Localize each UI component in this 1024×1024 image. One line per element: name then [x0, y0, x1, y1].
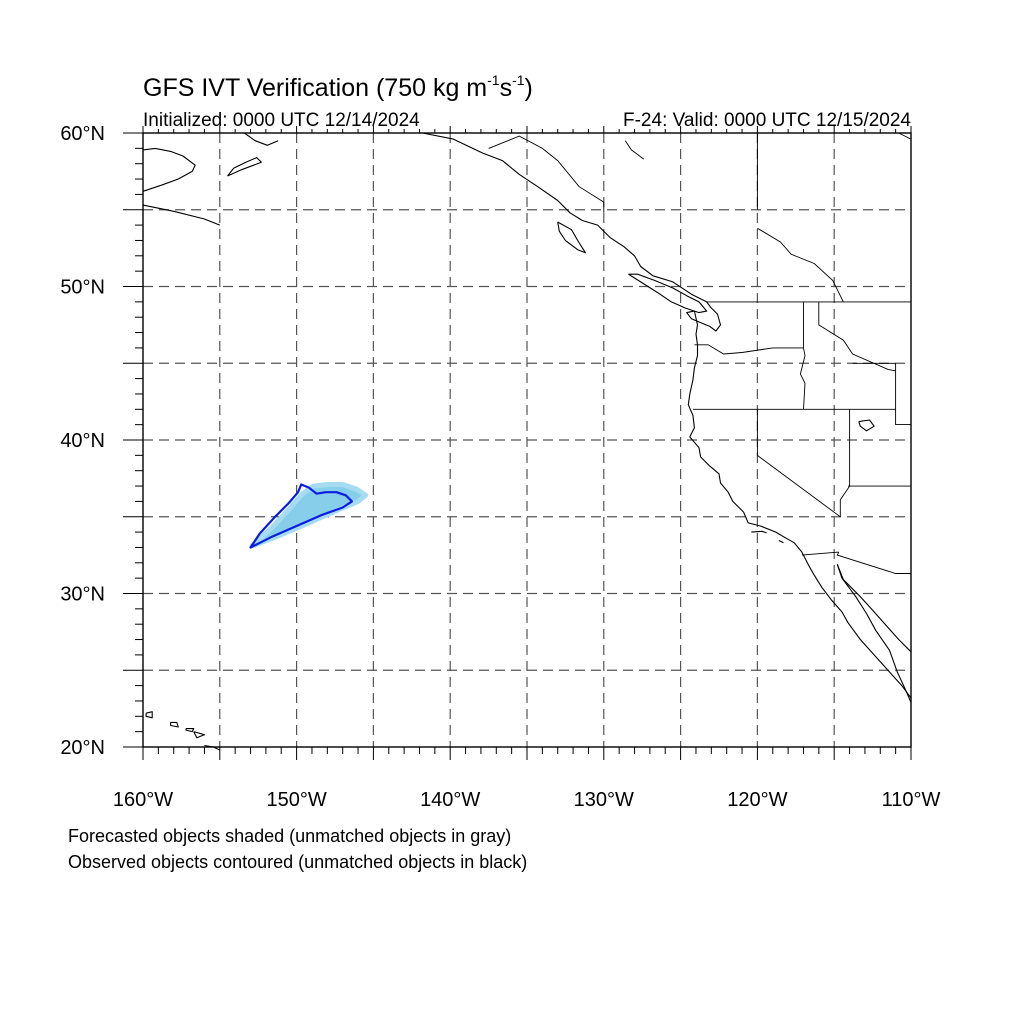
coastlines-and-borders [142, 132, 912, 751]
forecast-objects [249, 482, 369, 549]
lat-label: 60°N [60, 123, 105, 145]
observed-objects [249, 483, 353, 549]
lon-label: 150°W [266, 789, 326, 811]
political-border [799, 301, 806, 410]
valid-time: F-24: Valid: 0000 UTC 12/15/2024 [623, 110, 911, 131]
coastline [204, 744, 221, 751]
lat-label: 20°N [60, 737, 105, 759]
coastline [836, 564, 912, 703]
map-frame [123, 126, 912, 760]
coastline [145, 711, 153, 719]
political-border [839, 409, 851, 517]
inland-boundary [757, 227, 844, 303]
legend-note-observed: Observed objects contoured (unmatched ob… [68, 852, 528, 872]
coastline [557, 221, 586, 254]
figure-title: GFS IVT Verification (750 kg m-1s-1) [143, 72, 533, 103]
inland-boundary [898, 132, 912, 140]
lon-label: 130°W [574, 789, 634, 811]
lat-label: 50°N [60, 277, 105, 299]
title-exponent-2: -1 [512, 72, 525, 88]
lon-label: 160°W [113, 789, 173, 811]
coastline [778, 540, 784, 544]
lat-label: 40°N [60, 430, 105, 452]
coastline [142, 204, 221, 226]
lat-label: 30°N [60, 584, 105, 606]
coastline [142, 147, 196, 192]
political-border [488, 135, 605, 213]
legend-note-forecast: Forecasted objects shaded (unmatched obj… [68, 826, 512, 846]
coastline [751, 530, 767, 534]
coastline [836, 564, 912, 653]
political-border [818, 301, 896, 372]
coastline [244, 132, 279, 146]
political-border [756, 409, 841, 518]
lon-label: 120°W [727, 789, 787, 811]
observed-object-contour [249, 483, 353, 549]
political-border [895, 363, 911, 426]
coastline [858, 419, 875, 432]
title-exponent-1: -1 [487, 72, 500, 88]
initialized-time: Initialized: 0000 UTC 12/14/2024 [143, 110, 420, 131]
coastline [422, 132, 912, 699]
lon-label: 110°W [882, 789, 941, 811]
axis-labels: 60°N 50°N 40°N 30°N 20°N 160°W 150°W 140°W 130°W… [60, 123, 940, 811]
coastline [185, 728, 195, 733]
title-end: ) [524, 74, 533, 102]
political-border [801, 551, 839, 556]
coastline [170, 721, 179, 728]
political-border [694, 344, 804, 355]
lon-label: 140°W [420, 789, 480, 811]
title-mid: s [499, 74, 513, 102]
inland-boundary [624, 140, 644, 160]
title-main: GFS IVT Verification (750 kg m [143, 74, 488, 102]
political-border [836, 551, 911, 574]
coastline [193, 731, 205, 739]
graticule [143, 133, 911, 747]
forecast-object-shaded [249, 482, 369, 549]
coastline [227, 157, 262, 177]
coastline [628, 273, 708, 314]
